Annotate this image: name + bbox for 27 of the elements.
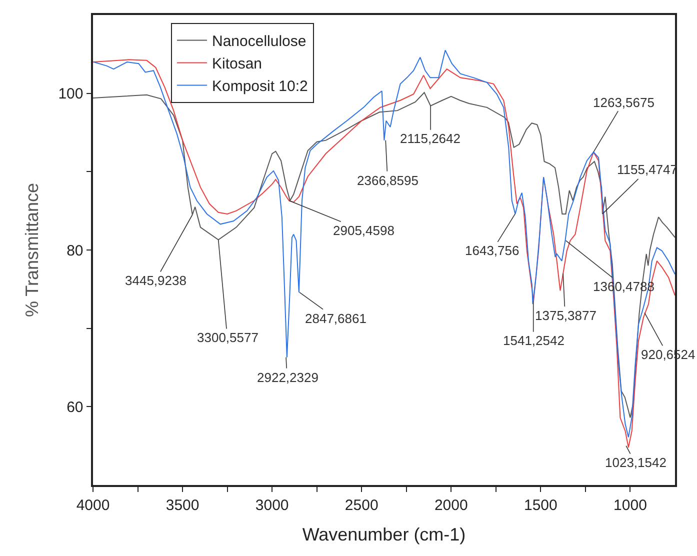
x-tick-label: 1000 — [614, 496, 647, 514]
x-tick-label: 3000 — [255, 496, 289, 514]
y-tick-label: 80 — [66, 242, 84, 260]
annotation: 2847,6861 — [305, 311, 366, 326]
annotation: 1375,3877 — [535, 308, 596, 323]
annotation: 1263,5675 — [593, 95, 654, 110]
x-tick-label: 3500 — [166, 496, 200, 514]
annotation: 2115,2642 — [400, 131, 460, 146]
x-axis-title: Wavenumber (cm-1) — [302, 524, 466, 544]
legend-label: Komposit 10:2 — [212, 78, 308, 96]
annotation: 1541,2542 — [503, 333, 564, 348]
x-tick-label: 4000 — [76, 496, 110, 514]
legend-label: Nanocellulose — [212, 33, 306, 50]
annotation: 2905,4598 — [333, 223, 394, 238]
x-tick-label: 1500 — [524, 496, 558, 514]
annotation: 2366,8595 — [357, 173, 418, 188]
x-tick-label: 2500 — [344, 496, 378, 514]
annotation: 3445,9238 — [125, 273, 186, 288]
annotation: 1643,756 — [465, 243, 520, 258]
legend-label: Kitosan — [212, 56, 262, 73]
annotation: 1023,1542 — [605, 455, 666, 470]
annotation: 2922,2329 — [257, 370, 318, 385]
x-tick-label: 2000 — [434, 496, 468, 514]
y-axis-title: % Transmittance — [22, 182, 42, 318]
y-tick-label: 100 — [58, 86, 84, 103]
y-tick-label: 60 — [66, 398, 84, 416]
annotation: 3300,5577 — [197, 330, 258, 345]
